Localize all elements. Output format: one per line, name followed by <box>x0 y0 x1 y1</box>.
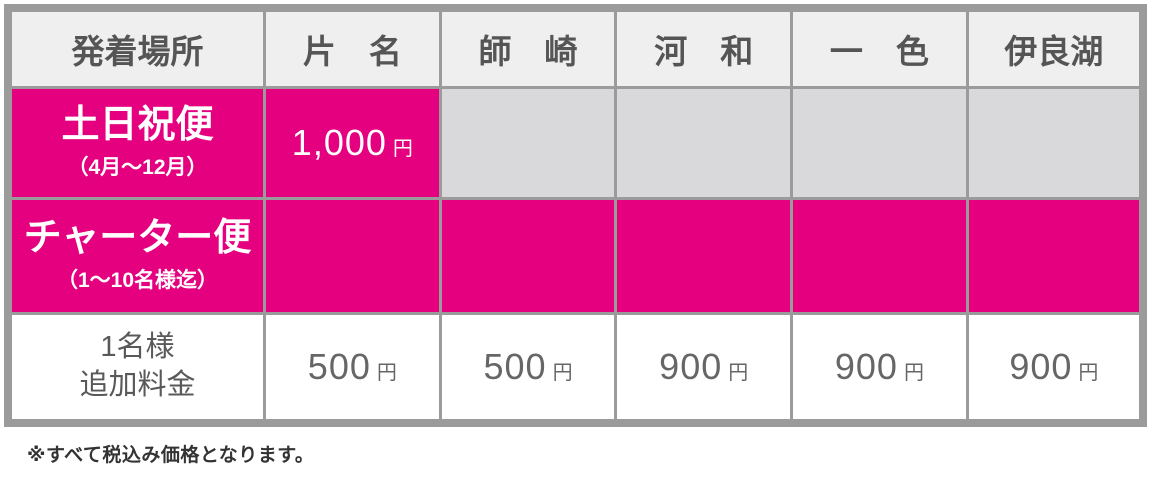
fare-cell: 900 円 <box>965 312 1145 425</box>
weekend-row-label-cell: 土日祝便 （4月～12月） <box>6 86 266 200</box>
fare-amount: 900 <box>1009 346 1073 387</box>
yen-suffix: 円 <box>1078 362 1099 384</box>
fare-amount: 1,000 <box>291 122 387 163</box>
empty-cell <box>614 197 794 315</box>
empty-cell <box>614 86 794 200</box>
charter-row: チャーター便 （1～10名様迄） <box>6 197 1145 315</box>
header-row: 発着場所 片 名 師 崎 河 和 一 色 伊良湖 <box>6 6 1145 89</box>
header-cell-kowa: 河 和 <box>614 6 794 89</box>
header-cell-isshiki: 一 色 <box>790 6 969 89</box>
empty-cell <box>438 86 618 200</box>
row-label: 追加料金 <box>79 369 196 401</box>
empty-cell <box>790 197 969 315</box>
empty-cell <box>790 86 969 200</box>
header-cell-morozaki: 師 崎 <box>438 6 618 89</box>
fare-amount: 900 <box>659 346 723 387</box>
header-cell-irago: 伊良湖 <box>965 6 1145 89</box>
fare-cell: 900 円 <box>790 312 969 425</box>
weekend-holiday-row: 土日祝便 （4月～12月） 1,000 円 <box>6 86 1145 200</box>
fare-cell: 500 円 <box>438 312 618 425</box>
fare-cell: 1,000 円 <box>263 86 442 200</box>
row-sublabel: （4月～12月） <box>67 156 208 180</box>
empty-cell <box>965 86 1145 200</box>
tax-included-note: ※すべて税込み価格となります。 <box>27 445 315 466</box>
row-label: チャーター便 <box>23 216 252 259</box>
yen-suffix: 円 <box>552 362 573 384</box>
empty-cell <box>263 197 442 315</box>
header-cell-location: 発着場所 <box>6 6 266 89</box>
fare-amount: 900 <box>834 346 898 387</box>
yen-suffix: 円 <box>903 362 924 384</box>
yen-suffix: 円 <box>728 362 749 384</box>
yen-suffix: 円 <box>376 362 397 384</box>
fare-table: 発着場所 片 名 師 崎 河 和 一 色 伊良湖 土日祝便 （4月～12月） 1… <box>4 4 1147 427</box>
row-label: 1名様 <box>100 331 175 364</box>
fare-amount: 500 <box>307 346 371 387</box>
fare-amount: 500 <box>483 346 547 387</box>
charter-row-label-cell: チャーター便 （1～10名様迄） <box>6 197 266 315</box>
empty-cell <box>965 197 1145 315</box>
row-label: 土日祝便 <box>61 103 214 146</box>
yen-suffix: 円 <box>392 138 413 160</box>
empty-cell <box>438 197 618 315</box>
addfee-row-label-cell: 1名様 追加料金 <box>6 312 266 425</box>
fare-cell: 900 円 <box>614 312 794 425</box>
header-cell-katana: 片 名 <box>263 6 442 89</box>
row-sublabel: （1～10名様迄） <box>56 269 219 293</box>
page: 発着場所 片 名 師 崎 河 和 一 色 伊良湖 土日祝便 （4月～12月） 1… <box>4 4 1147 466</box>
additional-fee-row: 1名様 追加料金 500 円 500 円 900 円 900 円 900 円 <box>6 312 1145 425</box>
fare-cell: 500 円 <box>263 312 442 425</box>
